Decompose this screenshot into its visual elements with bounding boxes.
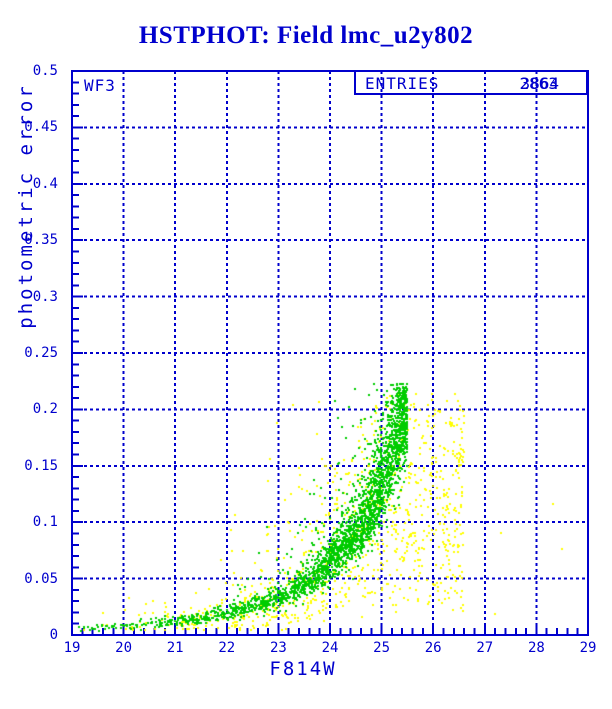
x-tick-label: 29 (579, 640, 597, 656)
x-tick-label: 24 (321, 640, 339, 656)
x-tick-label: 28 (527, 640, 545, 656)
x-tick-label: 20 (115, 640, 133, 656)
x-tick-label: 26 (424, 640, 442, 656)
x-tick-label: 27 (476, 640, 494, 656)
x-axis-label: F814W (269, 658, 337, 680)
page-title: HSTPHOT: Field lmc_u2y802 (138, 22, 474, 49)
x-tick-label: 25 (373, 640, 391, 656)
y-tick-label: 0.35 (24, 232, 58, 249)
y-tick-label: 0.05 (24, 570, 58, 587)
chip-label: WF3 (84, 76, 116, 95)
y-tick-label: 0 (49, 627, 58, 643)
y-axis-label: photometric error (15, 83, 37, 329)
entries-value-overprint: 3864 (520, 74, 559, 93)
y-tick-label: 0.15 (24, 457, 58, 474)
x-tick-label: 23 (269, 640, 287, 656)
entries-stats-box: ENTRIES 2863 3864 (354, 70, 588, 95)
entries-value: 2863 (519, 74, 558, 93)
x-tick-label: 21 (166, 640, 184, 656)
y-tick-label: 0.2 (32, 401, 58, 418)
y-tick-label: 0.25 (24, 345, 58, 361)
y-tick-label: 0.45 (24, 119, 58, 136)
y-tick-label: 0.3 (32, 288, 58, 305)
y-tick-label: 0.1 (32, 514, 58, 531)
x-tick-label: 22 (218, 640, 236, 656)
y-tick-label: 0.4 (32, 175, 58, 192)
entries-label: ENTRIES (365, 74, 440, 93)
x-tick-label: 19 (63, 640, 81, 656)
y-tick-label: 0.5 (32, 63, 58, 79)
